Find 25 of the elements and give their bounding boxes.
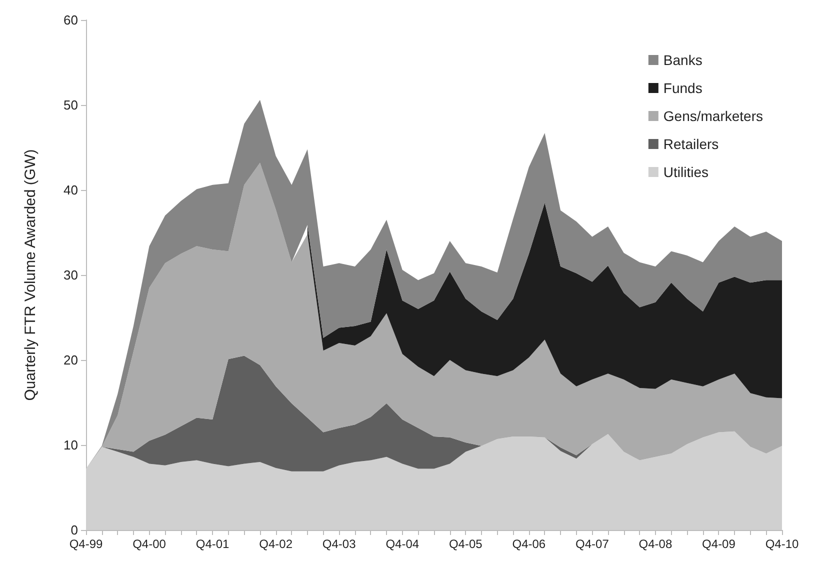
legend-label: Retailers [663,136,719,152]
y-axis-title: Quarterly FTR Volume Awarded (GW) [22,149,39,401]
y-tick-label: 30 [64,268,78,282]
y-tick-label: 10 [64,438,78,452]
legend-label: Utilities [663,164,709,180]
y-tick-label: 0 [70,522,78,538]
x-tick-label: Q4-08 [638,537,672,551]
x-tick-label: Q4-05 [448,537,483,551]
y-tick-label: 40 [64,182,78,198]
x-tick-label: Q4-02 [259,537,293,551]
x-tick-label: Q4-01 [196,537,230,551]
x-tick-label: Q4-03 [322,537,356,551]
legend-label: Gens/marketers [663,108,764,124]
x-tick-label: Q4-06 [512,537,546,551]
y-tick-label: 50 [64,98,78,112]
x-tick-label: Q4-04 [386,537,420,551]
legend-label: Banks [663,52,702,68]
x-tick-label: Q4-10 [765,537,799,551]
x-tick-label: Q4-09 [702,537,736,551]
x-tick-label: Q4-07 [576,537,610,551]
x-tick-label: Q4-99 [69,537,103,551]
x-tick-label: Q4-00 [132,537,166,551]
y-tick-label: 20 [64,352,78,368]
legend-label: Funds [663,80,702,96]
y-tick-label: 60 [64,12,78,28]
